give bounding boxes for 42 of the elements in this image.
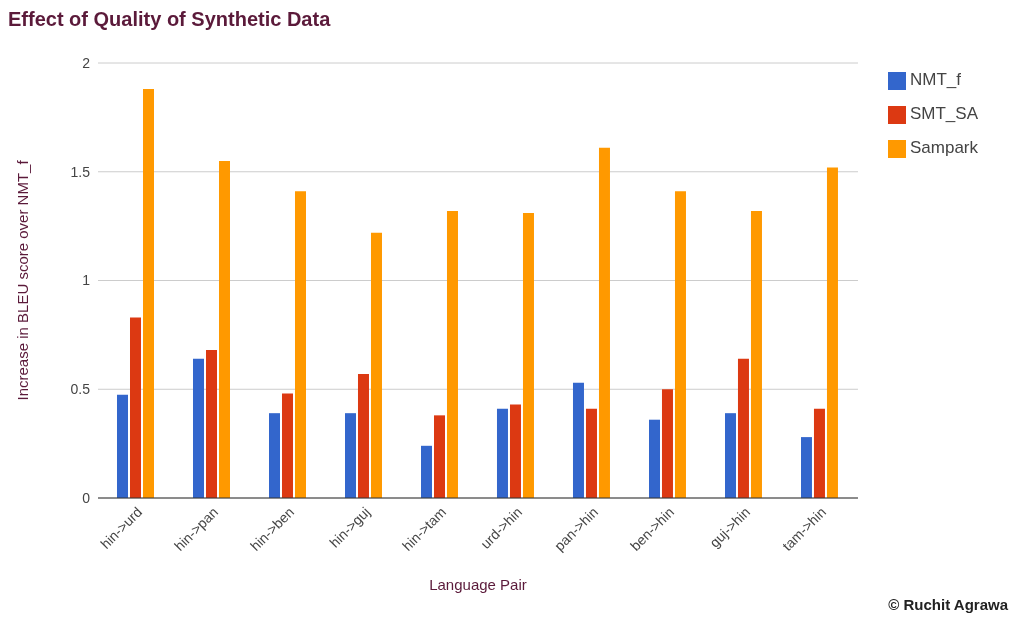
legend-label: SMT_SA — [909, 104, 978, 123]
bar — [446, 210, 458, 498]
text: © Ruchit Agrawa — [888, 596, 1008, 613]
bar — [344, 413, 356, 498]
bar — [357, 374, 369, 498]
bar — [522, 213, 534, 498]
chart-title: Effect of Quality of Synthetic Data — [8, 8, 331, 31]
y-tick-label: 2 — [82, 54, 91, 71]
bar — [572, 382, 584, 498]
bar — [206, 350, 217, 498]
x-axis-title: Language Pair — [429, 576, 527, 593]
bar — [750, 210, 762, 498]
bar — [219, 160, 230, 498]
bar — [813, 408, 825, 498]
bar — [117, 394, 128, 498]
y-tick-label: 1.5 — [70, 163, 91, 180]
bar — [130, 317, 141, 498]
bar — [800, 437, 812, 498]
legend-label: NMT_f — [909, 70, 961, 89]
bar — [370, 232, 382, 498]
bar — [509, 404, 521, 498]
bar — [281, 393, 293, 498]
y-tick-label: 0 — [82, 489, 91, 506]
bar — [420, 445, 432, 498]
bar — [143, 89, 154, 498]
bar — [598, 147, 610, 498]
bar — [433, 415, 445, 498]
legend-label: Sampark — [909, 138, 978, 157]
bar — [826, 167, 838, 498]
bar — [661, 389, 673, 498]
bar — [648, 419, 660, 498]
bar — [724, 413, 736, 498]
bar — [268, 413, 280, 498]
y-axis-title: Increase in BLEU score over NMT_f — [14, 159, 32, 401]
bar — [496, 408, 508, 498]
bar — [674, 191, 686, 498]
bar — [193, 358, 204, 498]
bar — [294, 191, 306, 498]
y-tick-label: 1 — [82, 272, 91, 289]
bar — [737, 358, 749, 498]
y-tick-label: 0.5 — [70, 381, 91, 398]
bar — [585, 408, 597, 498]
